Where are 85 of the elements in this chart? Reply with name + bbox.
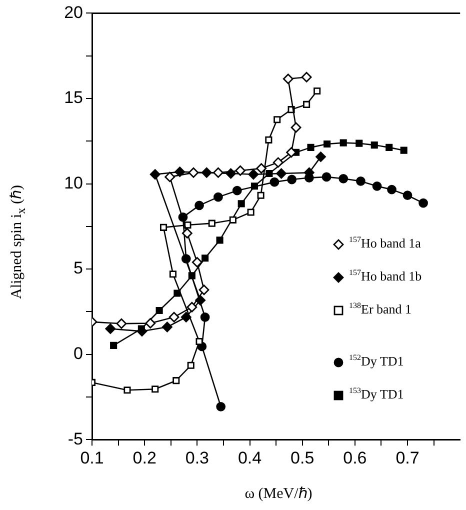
point <box>287 174 297 184</box>
point <box>324 140 331 148</box>
point <box>214 192 223 202</box>
point <box>372 181 382 191</box>
x-axis-title: ω (MeV/ℏ) <box>244 485 314 503</box>
point <box>164 172 176 182</box>
point <box>400 146 408 154</box>
x-tick-label: 0.3 <box>185 448 209 468</box>
legend-label: $^{152}$Dy TD1 <box>349 352 404 370</box>
point <box>256 163 267 174</box>
point <box>162 322 172 332</box>
point <box>186 302 198 312</box>
point <box>301 72 312 82</box>
point <box>303 100 310 108</box>
point <box>198 284 210 296</box>
point <box>248 169 259 180</box>
point <box>322 172 332 182</box>
point <box>282 74 294 84</box>
point <box>150 169 160 180</box>
point <box>105 324 116 334</box>
point <box>182 228 192 238</box>
point <box>272 157 284 168</box>
y-tick-label: 20 <box>64 2 83 22</box>
point <box>229 216 236 224</box>
y-tick-label: -5 <box>68 429 83 448</box>
y-tick-label: 5 <box>74 258 83 278</box>
point <box>307 144 314 151</box>
point <box>235 165 246 176</box>
point <box>200 312 210 322</box>
y-tick-label: 10 <box>64 173 83 192</box>
y-tick-label: 15 <box>64 88 83 108</box>
point <box>145 318 156 328</box>
x-tick-label: 0.2 <box>132 448 156 468</box>
point <box>316 152 326 162</box>
point <box>247 208 254 216</box>
point <box>192 257 202 268</box>
point <box>124 386 131 394</box>
point <box>238 200 245 208</box>
point <box>418 198 428 208</box>
point <box>156 306 163 314</box>
point <box>110 342 118 349</box>
point <box>188 167 199 178</box>
point <box>202 254 209 262</box>
point <box>338 174 348 184</box>
point <box>276 168 287 179</box>
legend-label: $^{157}$Ho band 1a <box>349 234 421 252</box>
point <box>169 270 177 278</box>
x-tick-label: 0.7 <box>396 448 420 468</box>
point <box>172 377 180 384</box>
point <box>216 236 224 244</box>
point <box>274 116 281 124</box>
x-tick-label: 0.4 <box>238 448 262 468</box>
point <box>265 136 272 144</box>
point <box>116 318 127 329</box>
point <box>314 87 321 95</box>
point <box>286 147 296 158</box>
point <box>340 139 347 146</box>
legend-label: $^{153}$Dy TD1 <box>349 386 404 402</box>
y-tick-label: 0 <box>74 344 83 364</box>
point <box>196 338 203 346</box>
point <box>402 190 412 200</box>
point <box>370 142 378 149</box>
point <box>152 386 159 393</box>
point <box>187 362 194 369</box>
point <box>213 167 224 178</box>
point <box>208 220 216 227</box>
point <box>290 122 302 133</box>
x-tick-label: 0.5 <box>290 448 314 468</box>
point <box>216 402 226 412</box>
point <box>356 140 363 147</box>
point <box>232 186 242 196</box>
x-tick-label: 0.1 <box>80 448 104 468</box>
point <box>257 192 264 199</box>
point <box>168 312 180 322</box>
point <box>270 177 280 187</box>
point <box>194 200 204 210</box>
x-tick-label: 0.6 <box>343 448 367 468</box>
point <box>356 176 366 186</box>
legend-label: $^{138}$Er band 1 <box>349 300 412 318</box>
point <box>160 224 168 231</box>
point <box>180 312 192 322</box>
point <box>174 290 181 297</box>
legend-label: $^{157}$Ho band 1b <box>349 268 422 284</box>
point <box>386 144 393 151</box>
point <box>387 184 396 194</box>
